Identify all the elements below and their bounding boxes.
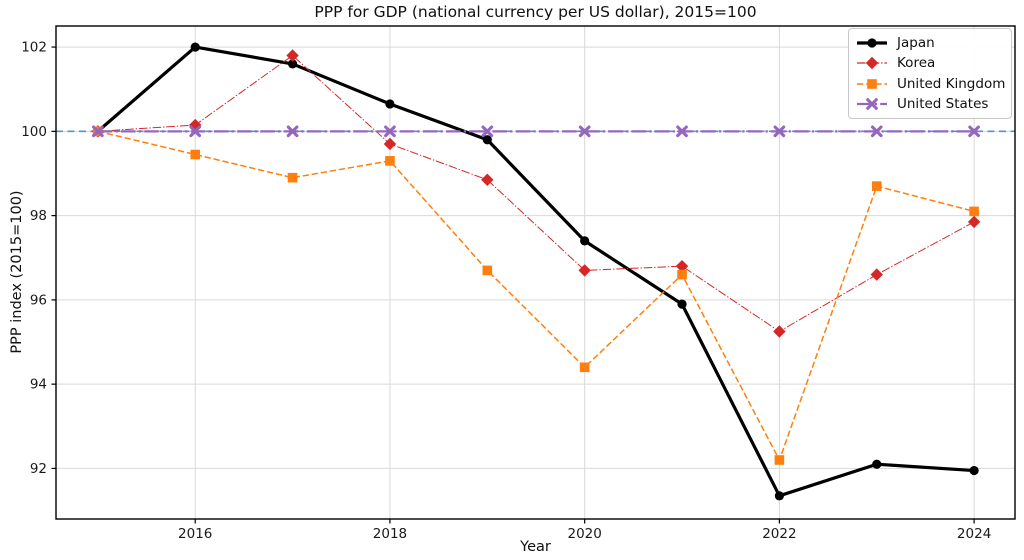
data-point-marker: [286, 49, 299, 62]
x-tick-label: 2018: [373, 526, 407, 542]
united-kingdom-line-sample: [856, 76, 888, 92]
data-point-marker: [481, 125, 494, 138]
x-tick-label: 2020: [567, 526, 601, 542]
y-axis-label: PPP index (2015=100): [9, 190, 25, 354]
data-point-marker: [482, 135, 492, 145]
data-point-marker: [287, 172, 298, 183]
y-tick-label: 100: [21, 124, 47, 140]
axes-box: [55, 25, 1016, 520]
legend: Japan Korea United Kingdom United States: [848, 28, 1012, 119]
data-point-marker: [482, 265, 493, 276]
series-line: [97, 54, 975, 332]
data-point-marker: [579, 362, 590, 373]
chart-title: PPP for GDP (national currency per US do…: [314, 3, 757, 21]
data-point-marker: [967, 215, 981, 229]
data-point-marker: [774, 455, 785, 465]
data-point-marker: [968, 125, 980, 138]
united-states-line-sample: [856, 96, 888, 112]
data-point-marker: [190, 42, 200, 52]
data-point-marker: [675, 259, 689, 273]
y-tick-label: 102: [21, 40, 47, 56]
data-point-marker: [867, 38, 877, 48]
legend-item-united-states: United States: [856, 94, 1004, 114]
legend-item-korea: Korea: [856, 53, 1004, 73]
y-tick-label: 96: [30, 292, 47, 308]
data-point-marker: [286, 125, 299, 138]
data-point-marker: [190, 149, 201, 160]
data-point-marker: [384, 125, 396, 138]
data-point-marker: [92, 125, 104, 138]
x-axis-label: Year: [520, 539, 551, 555]
data-point-marker: [774, 491, 784, 501]
data-point-marker: [287, 59, 298, 69]
data-point-marker: [385, 156, 395, 166]
data-point-marker: [578, 264, 591, 277]
x-tick-label: 2022: [762, 526, 796, 542]
legend-item-united-kingdom: United Kingdom: [856, 74, 1006, 94]
series-united-kingdom: [93, 126, 979, 465]
legend-sample-svg: [857, 98, 887, 110]
data-point-marker: [773, 125, 786, 138]
y-tick-label: 94: [30, 377, 47, 393]
data-point-marker: [676, 125, 688, 138]
data-point-marker: [189, 125, 202, 138]
data-point-marker: [677, 299, 687, 309]
x-tick-label: 2024: [957, 526, 991, 542]
data-point-marker: [969, 206, 979, 217]
x-tick-label: 2016: [178, 526, 212, 542]
data-point-marker: [773, 325, 786, 338]
data-point-marker: [677, 269, 687, 280]
data-point-marker: [580, 236, 590, 246]
axis-ticks: 2016 2018 2020 2022 2024 92 94 96 98 100 102: [21, 40, 991, 542]
legend-label: Japan: [897, 35, 935, 52]
japan-line-sample: [856, 35, 888, 51]
data-point-marker: [578, 125, 591, 138]
data-point-marker: [385, 99, 395, 109]
legend-sample-svg: [857, 78, 887, 89]
legend-sample-svg: [857, 57, 887, 70]
data-point-marker: [481, 173, 494, 186]
series-line: [97, 130, 975, 461]
data-point-marker: [867, 78, 877, 89]
data-point-marker: [866, 98, 878, 110]
legend-label: United States: [897, 95, 989, 112]
series-united-states: [92, 125, 980, 138]
data-point-marker: [383, 137, 397, 151]
korea-line-sample: [856, 55, 888, 71]
series-line: [96, 45, 975, 498]
data-point-marker: [969, 465, 979, 476]
data-point-marker: [870, 268, 883, 281]
series-korea: [91, 49, 981, 338]
y-tick-label: 92: [30, 461, 47, 477]
data-point-marker: [872, 459, 882, 469]
y-tick-label: 98: [30, 208, 47, 224]
data-point-marker: [870, 125, 883, 138]
legend-label: United Kingdom: [897, 75, 1006, 92]
legend-label: Korea: [897, 55, 936, 72]
data-point-marker: [871, 181, 882, 191]
legend-item-japan: Japan: [856, 33, 1004, 53]
legend-sample-svg: [857, 38, 887, 48]
data-point-marker: [865, 57, 879, 70]
